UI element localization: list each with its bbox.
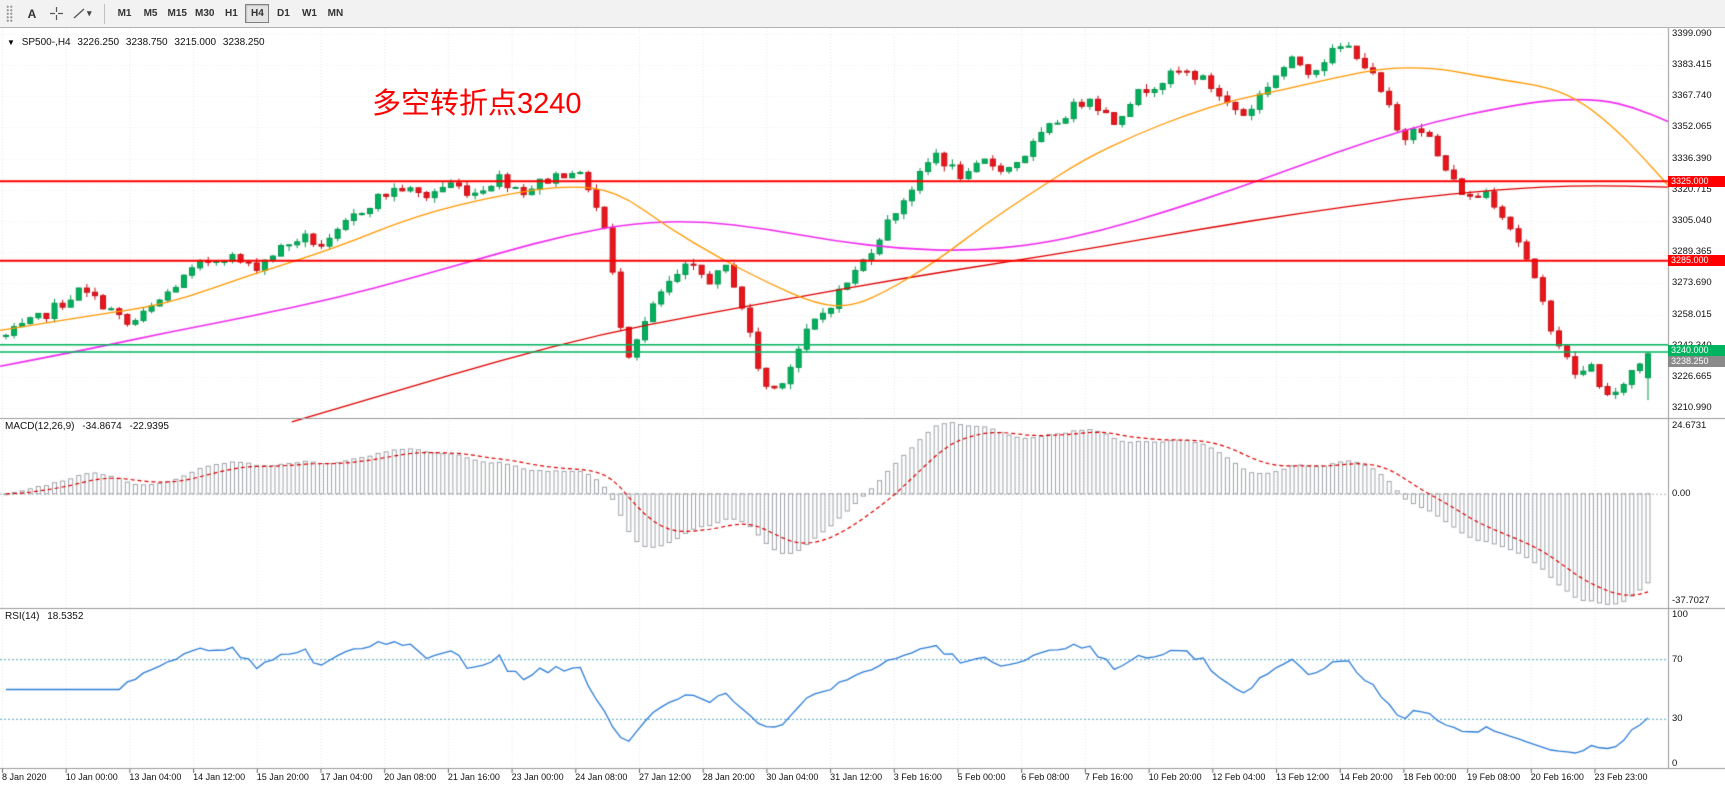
time-axis-label: 10 Feb 20:00: [1148, 772, 1202, 782]
timeframe-button-d1[interactable]: D1: [271, 4, 295, 23]
price-axis-label: 3352.065: [1672, 121, 1712, 133]
price-axis-label: 3399.090: [1672, 27, 1712, 39]
time-axis-label: 14 Feb 20:00: [1339, 772, 1393, 782]
trendline-icon: [73, 7, 86, 20]
timeframe-button-w1[interactable]: W1: [297, 4, 321, 23]
rsi-scale-label: 70: [1672, 653, 1683, 665]
rsi-name: RSI(14): [5, 611, 40, 622]
rsi-indicator-label: RSI(14) 18.5352: [5, 611, 88, 622]
timeframe-button-m1[interactable]: M1: [113, 4, 137, 23]
time-axis-label: 18 Feb 00:00: [1403, 772, 1457, 782]
time-axis-label: 8 Jan 2020: [2, 772, 47, 782]
rsi-scale-label: 30: [1672, 713, 1683, 725]
time-axis-label: 10 Jan 00:00: [65, 772, 118, 782]
time-axis-label: 7 Feb 16:00: [1084, 772, 1133, 782]
ohlc-high: 3238.750: [125, 37, 168, 48]
time-axis-label: 6 Feb 08:00: [1021, 772, 1070, 782]
macd-value-signal: -22.9395: [129, 421, 169, 432]
chart-toolbar: A ▾ M1 M5 M15 M30 H1 H4 D1 W1 MN: [0, 0, 1725, 28]
time-axis-label: 23 Jan 00:00: [511, 772, 564, 782]
crosshair-button[interactable]: [45, 4, 67, 24]
time-axis-label: 23 Feb 23:00: [1594, 772, 1648, 782]
price-axis-label: 3210.990: [1672, 402, 1712, 414]
timeframe-button-m5[interactable]: M5: [139, 4, 163, 23]
time-axis-label: 13 Feb 12:00: [1276, 772, 1330, 782]
price-level-tag[interactable]: 3325.000: [1668, 175, 1725, 187]
price-axis-label: 3305.040: [1672, 214, 1712, 226]
price-level-tag[interactable]: 3285.000: [1668, 255, 1725, 267]
time-axis-label: 15 Jan 20:00: [256, 772, 309, 782]
toolbar-drag-handle[interactable]: [6, 4, 13, 23]
ohlc-low: 3215.000: [174, 37, 217, 48]
macd-indicator-label: MACD(12,26,9) -34.8674 -22.9395: [5, 421, 174, 432]
time-axis-label: 5 Feb 00:00: [957, 772, 1006, 782]
price-axis-label: 3226.665: [1672, 370, 1712, 382]
price-axis-label: 3336.390: [1672, 152, 1712, 164]
symbol-ohlc-header: ▼ SP500-,H4 3226.250 3238.750 3215.000 3…: [7, 37, 269, 48]
timeframe-button-mn[interactable]: MN: [323, 4, 347, 23]
chart-annotation[interactable]: 多空转折点3240: [372, 88, 582, 120]
price-axis-label: 3367.740: [1672, 90, 1712, 102]
timeframe-group: M1 M5 M15 M30 H1 H4 D1 W1 MN: [113, 4, 348, 23]
time-axis-label: 24 Jan 08:00: [575, 772, 628, 782]
rsi-value: 18.5352: [47, 611, 84, 622]
price-axis-label: 3320.715: [1672, 183, 1712, 195]
one-click-trading-arrow[interactable]: ▼: [7, 38, 15, 47]
time-axis-label: 31 Jan 12:00: [830, 772, 883, 782]
price-axis-label: 3258.015: [1672, 308, 1712, 320]
rsi-scale-label: 0: [1672, 758, 1678, 769]
timeframe-button-h4[interactable]: H4: [245, 4, 270, 23]
crosshair-icon: [49, 7, 63, 20]
time-axis-label: 20 Jan 08:00: [384, 772, 437, 782]
current-price-tag: 3238.250: [1668, 356, 1725, 367]
time-axis-label: 20 Feb 16:00: [1530, 772, 1584, 782]
ohlc-close: 3238.250: [222, 37, 265, 48]
rsi-scale-label: 100: [1672, 609, 1688, 620]
time-axis-label: 28 Jan 20:00: [702, 772, 755, 782]
time-axis-label: 3 Feb 16:00: [893, 772, 942, 782]
macd-value-main: -34.8674: [82, 421, 122, 432]
time-axis-label: 19 Feb 08:00: [1467, 772, 1521, 782]
time-axis-label: 13 Jan 04:00: [129, 772, 182, 782]
time-axis-label: 14 Jan 12:00: [193, 772, 246, 782]
chart-canvas[interactable]: [0, 28, 1725, 794]
time-axis-label: 27 Jan 12:00: [639, 772, 692, 782]
price-axis-label: 3289.365: [1672, 246, 1712, 258]
time-axis-label: 21 Jan 16:00: [447, 772, 500, 782]
macd-scale-max: 24.6731: [1672, 420, 1707, 431]
price-axis-label: 3383.415: [1672, 58, 1712, 70]
timeframe-button-m15[interactable]: M15: [165, 4, 190, 23]
macd-scale-min: -37.7027: [1672, 595, 1710, 606]
drawing-tools-dropdown[interactable]: ▾: [69, 4, 96, 24]
price-level-tag[interactable]: 3240.000: [1668, 344, 1725, 356]
time-axis-label: 12 Feb 04:00: [1212, 772, 1266, 782]
time-axis-label: 30 Jan 04:00: [766, 772, 819, 782]
time-axis-label: 17 Jan 04:00: [320, 772, 373, 782]
price-axis-label: 3273.690: [1672, 277, 1712, 289]
timeframe-button-h1[interactable]: H1: [219, 4, 243, 23]
timeframe-button-m30[interactable]: M30: [192, 4, 217, 23]
macd-scale-zero: 0.00: [1672, 487, 1691, 499]
symbol-name: SP500-,H4: [21, 37, 71, 48]
text-label-button[interactable]: A: [21, 4, 43, 24]
chevron-down-icon: ▾: [87, 8, 92, 18]
macd-name: MACD(12,26,9): [5, 421, 75, 432]
ohlc-open: 3226.250: [77, 37, 120, 48]
toolbar-separator: [103, 3, 105, 24]
